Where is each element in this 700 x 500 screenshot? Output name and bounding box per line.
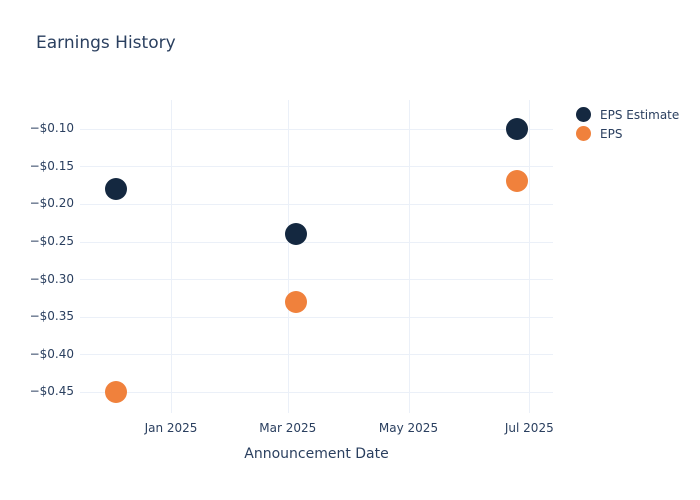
x-axis-title: Announcement Date xyxy=(244,446,389,462)
x-tick-label: Jan 2025 xyxy=(144,421,198,435)
x-gridline xyxy=(529,100,531,413)
eps-marker-icon xyxy=(576,126,591,141)
legend-item-eps[interactable]: EPS xyxy=(571,124,679,143)
point-eps-estimate[interactable] xyxy=(506,117,529,140)
y-tick-label: −$0.45 xyxy=(29,384,74,399)
point-eps[interactable] xyxy=(284,290,307,313)
y-gridline xyxy=(80,203,553,205)
y-tick-label: −$0.20 xyxy=(29,196,74,211)
x-tick-label: Jul 2025 xyxy=(504,421,554,435)
eps-estimate-marker-icon xyxy=(576,107,591,122)
x-gridline xyxy=(171,100,172,413)
legend: EPS Estimate EPS xyxy=(571,105,679,143)
point-eps[interactable] xyxy=(506,170,529,193)
y-tick-label: −$0.15 xyxy=(29,158,74,173)
y-gridline xyxy=(80,166,553,168)
legend-label: EPS xyxy=(600,126,623,141)
point-eps-estimate[interactable] xyxy=(284,222,307,245)
x-gridline xyxy=(408,100,410,413)
y-gridline xyxy=(80,279,553,281)
legend-item-eps-estimate[interactable]: EPS Estimate xyxy=(571,105,679,124)
point-eps-estimate[interactable] xyxy=(104,177,127,200)
y-gridline xyxy=(80,391,553,393)
x-gridline xyxy=(287,100,289,413)
x-tick-label: Mar 2025 xyxy=(259,421,317,435)
y-gridline xyxy=(80,316,553,318)
page-title: Earnings History xyxy=(36,33,176,53)
plot-area xyxy=(80,100,553,413)
y-gridline xyxy=(80,128,553,130)
y-gridline xyxy=(80,354,553,356)
y-tick-label: −$0.25 xyxy=(29,234,74,248)
x-tick-label: May 2025 xyxy=(378,421,439,435)
y-tick-label: −$0.10 xyxy=(29,121,74,136)
legend-label: EPS Estimate xyxy=(600,107,680,122)
y-tick-label: −$0.30 xyxy=(29,271,74,286)
point-eps[interactable] xyxy=(104,380,127,403)
y-tick-label: −$0.35 xyxy=(29,309,74,324)
y-gridline xyxy=(80,241,553,243)
y-tick-label: −$0.40 xyxy=(29,346,74,361)
